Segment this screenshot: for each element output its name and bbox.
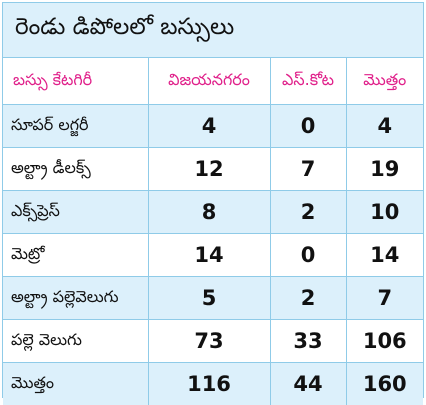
row-category: మెట్రో [3,234,148,277]
bus-table: బస్సు కేటగిరీ విజయనగరం ఎస్.కోట మొత్తం సూ… [3,58,423,405]
row-category: పల్లె వెలుగు [3,320,148,363]
row-s-kota: 44 [270,363,346,405]
row-total: 106 [346,320,423,363]
row-total: 7 [346,277,423,320]
row-s-kota: 33 [270,320,346,363]
row-s-kota: 0 [270,105,346,148]
row-category: మొత్తం [3,363,148,405]
table-title: రెండు డిపోలలో బస్సులు [3,3,423,58]
total-row: మొత్తం 116 44 160 [3,363,423,405]
header-row: బస్సు కేటగిరీ విజయనగరం ఎస్.కోట మొత్తం [3,58,423,105]
row-category: అల్ట్రా డీలక్స్ [3,148,148,191]
row-vizianagaram: 12 [148,148,270,191]
row-total: 160 [346,363,423,405]
row-category: ఎక్స్‌ప్రెస్ [3,191,148,234]
header-total: మొత్తం [346,58,423,105]
table-row: పల్లె వెలుగు 73 33 106 [3,320,423,363]
row-vizianagaram: 14 [148,234,270,277]
table-row: మెట్రో 14 0 14 [3,234,423,277]
header-category: బస్సు కేటగిరీ [3,58,148,105]
row-total: 4 [346,105,423,148]
row-vizianagaram: 73 [148,320,270,363]
header-s-kota: ఎస్.కోట [270,58,346,105]
row-s-kota: 7 [270,148,346,191]
row-vizianagaram: 4 [148,105,270,148]
table-row: సూపర్ లగ్జరీ 4 0 4 [3,105,423,148]
row-category: సూపర్ లగ్జరీ [3,105,148,148]
row-vizianagaram: 8 [148,191,270,234]
row-total: 10 [346,191,423,234]
table-row: అల్ట్రా డీలక్స్ 12 7 19 [3,148,423,191]
bus-table-card: రెండు డిపోలలో బస్సులు బస్సు కేటగిరీ విజయ… [2,2,424,398]
row-vizianagaram: 116 [148,363,270,405]
row-s-kota: 2 [270,277,346,320]
row-category: అల్ట్రా పల్లెవెలుగు [3,277,148,320]
row-total: 14 [346,234,423,277]
row-s-kota: 0 [270,234,346,277]
row-vizianagaram: 5 [148,277,270,320]
table-row: ఎక్స్‌ప్రెస్ 8 2 10 [3,191,423,234]
header-vizianagaram: విజయనగరం [148,58,270,105]
row-s-kota: 2 [270,191,346,234]
table-row: అల్ట్రా పల్లెవెలుగు 5 2 7 [3,277,423,320]
row-total: 19 [346,148,423,191]
